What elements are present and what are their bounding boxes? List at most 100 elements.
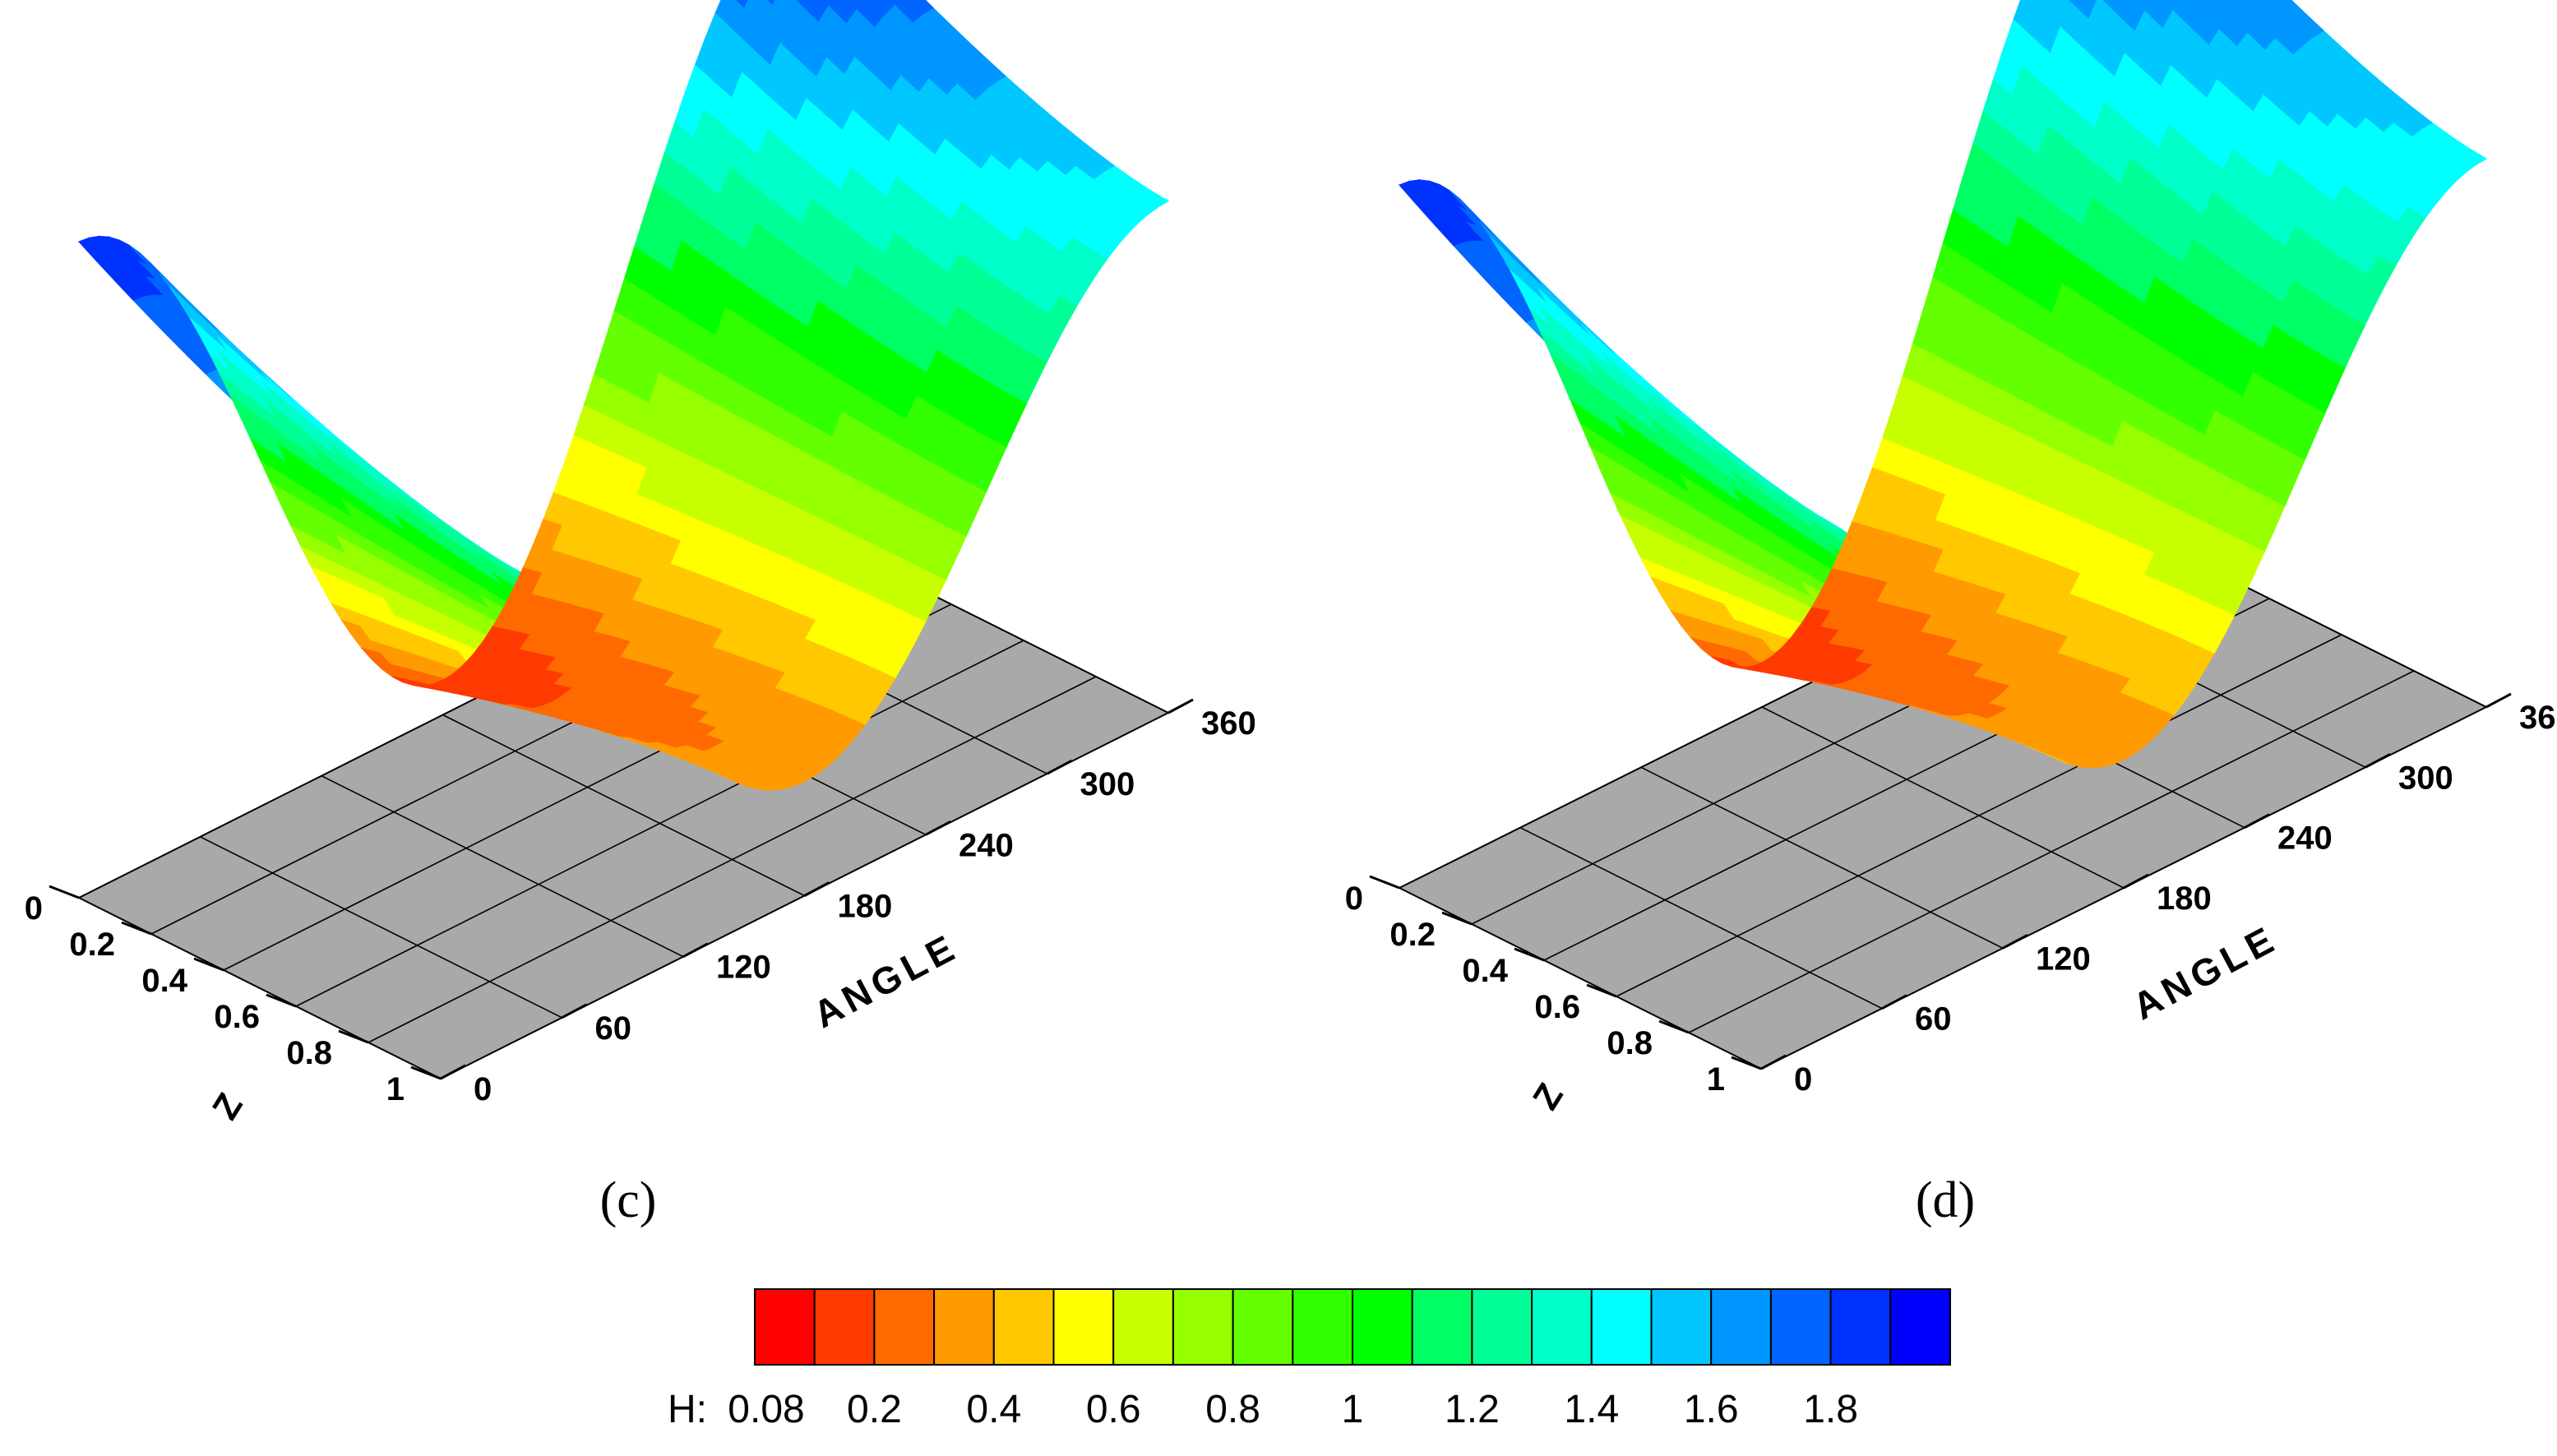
colorbar-swatch — [1710, 1288, 1772, 1366]
angle-tick-mark — [2365, 753, 2391, 769]
surface-patch — [2276, 0, 2306, 21]
z-tick-mark — [410, 1065, 442, 1080]
colorbar-swatch — [933, 1288, 995, 1366]
surface-plot-d: 0 0.2 0.4 0.6 0.8 1 Z 0 60 120 180 240 300 360 ANGLE — [1345, 0, 2557, 1116]
z-tick-mark — [1586, 983, 1617, 998]
colorbar-swatch — [1650, 1288, 1713, 1366]
z-tick-label: 1 — [386, 1071, 405, 1107]
angle-tick-mark — [440, 1064, 466, 1080]
grid-line — [1519, 826, 1883, 1010]
surface — [77, 0, 1170, 791]
angle-tick-label: 60 — [1915, 1001, 1952, 1038]
z-tick-mark — [1731, 1056, 1762, 1070]
colorbar-swatch — [1172, 1288, 1234, 1366]
colorbar-swatch — [1411, 1288, 1473, 1366]
surface-patch — [2274, 0, 2282, 3]
colorbar-swatch — [1590, 1288, 1653, 1366]
grid-line — [200, 836, 562, 1019]
surface-patch — [796, 0, 803, 4]
z-tick-mark — [193, 957, 224, 972]
surface-patch — [2134, 0, 2151, 11]
surface-patch — [890, 0, 901, 5]
angle-tick-mark — [2485, 692, 2512, 709]
colorbar-swatch — [1232, 1288, 1294, 1366]
z-tick-mark — [121, 921, 152, 936]
surface-patch — [847, 0, 864, 10]
angle-tick-mark — [2244, 813, 2270, 829]
angle-tick-mark — [561, 1003, 588, 1019]
colorbar-swatch — [1352, 1288, 1413, 1366]
colorbar: 0.08 0.2 0.4 0.6 0.8 1 1.2 1.4 1.6 1.8 — [728, 1288, 1952, 1431]
colorbar-tick-label: 1.4 — [1564, 1388, 1619, 1431]
surface-patch — [736, 0, 748, 8]
colorbar-tick-label: 0.2 — [847, 1388, 902, 1431]
grid-line — [442, 714, 805, 897]
z-tick-label: 1 — [1707, 1061, 1725, 1098]
z-tick-mark — [266, 993, 297, 1008]
angle-tick-mark — [1881, 994, 1907, 1010]
angle-axis-title: ANGLE — [2125, 917, 2284, 1028]
angle-tick-mark — [803, 881, 830, 897]
angle-tick-label: 240 — [2277, 820, 2333, 857]
z-tick-label: 0.2 — [69, 927, 115, 963]
colorbar-tick-label: 0.4 — [966, 1388, 1021, 1431]
z-tick-label: 0 — [25, 890, 43, 927]
surface-patch — [908, 0, 934, 15]
colorbar-tick-label: 1.8 — [1803, 1388, 1858, 1431]
z-tick-label: 0.2 — [1389, 917, 1436, 953]
colorbar-swatch — [1531, 1288, 1593, 1366]
surface-patch — [2069, 0, 2097, 19]
colorbar-swatch — [1889, 1288, 1952, 1366]
colorbar-tick-label: 0.6 — [1086, 1388, 1141, 1431]
angle-tick-label: 300 — [2398, 760, 2453, 796]
colorbar-swatch — [1471, 1288, 1533, 1366]
colorbar-tick-label: 1.2 — [1445, 1388, 1500, 1431]
grid-line — [321, 774, 684, 958]
colorbar-swatch — [1052, 1288, 1115, 1366]
colorbar-swatch — [1292, 1288, 1354, 1366]
panel-label-c: (c) — [600, 1172, 657, 1228]
z-tick-mark — [1514, 947, 1545, 962]
angle-tick-mark — [925, 820, 951, 836]
z-tick-label: 0.6 — [214, 999, 260, 1035]
colorbar-tick-label: 0.08 — [728, 1388, 804, 1431]
surface — [1398, 0, 2488, 769]
colorbar-tick-label: 1.6 — [1684, 1388, 1739, 1431]
z-tick-label: 0.6 — [1534, 989, 1580, 1025]
z-tick-label: 0 — [1345, 881, 1363, 917]
colorbar-tick-label: 0.8 — [1205, 1388, 1260, 1431]
z-tick-label: 0.8 — [286, 1035, 332, 1071]
z-axis-title: Z — [205, 1087, 251, 1127]
z-tick-label: 0.4 — [1462, 953, 1508, 989]
angle-tick-label: 360 — [1201, 705, 1256, 742]
colorbar-tick-label: 1 — [1342, 1388, 1364, 1431]
angle-tick-mark — [1760, 1054, 1787, 1070]
angle-tick-label: 120 — [2036, 941, 2091, 977]
angle-axis-title: ANGLE — [807, 925, 965, 1037]
angle-tick-mark — [2123, 873, 2149, 890]
angle-tick-mark — [682, 942, 709, 958]
colorbar-swatch — [1769, 1288, 1832, 1366]
grid-line — [1640, 766, 2004, 950]
surface-patch — [2069, 0, 2071, 2]
z-tick-label: 0.4 — [141, 963, 187, 999]
angle-tick-label: 180 — [838, 889, 893, 925]
z-tick-mark — [1658, 1019, 1690, 1034]
angle-tick-mark — [2002, 934, 2028, 950]
surface-patch — [2032, 0, 2046, 10]
colorbar-swatch — [1112, 1288, 1174, 1366]
surface-patch — [2236, 0, 2243, 3]
colorbar-swatch — [873, 1288, 936, 1366]
z-tick-mark — [49, 885, 80, 899]
angle-tick-label: 360 — [2519, 700, 2557, 736]
colorbar-swatch — [1829, 1288, 1892, 1366]
z-tick-mark — [1441, 911, 1473, 926]
grid-line — [1761, 706, 2125, 889]
angle-tick-mark — [1046, 759, 1073, 775]
angle-tick-label: 300 — [1080, 766, 1135, 802]
angle-tick-mark — [1168, 698, 1194, 714]
panel-label-d: (d) — [1916, 1172, 1975, 1228]
surface-patch — [2102, 0, 2124, 14]
z-tick-mark — [1369, 875, 1400, 890]
